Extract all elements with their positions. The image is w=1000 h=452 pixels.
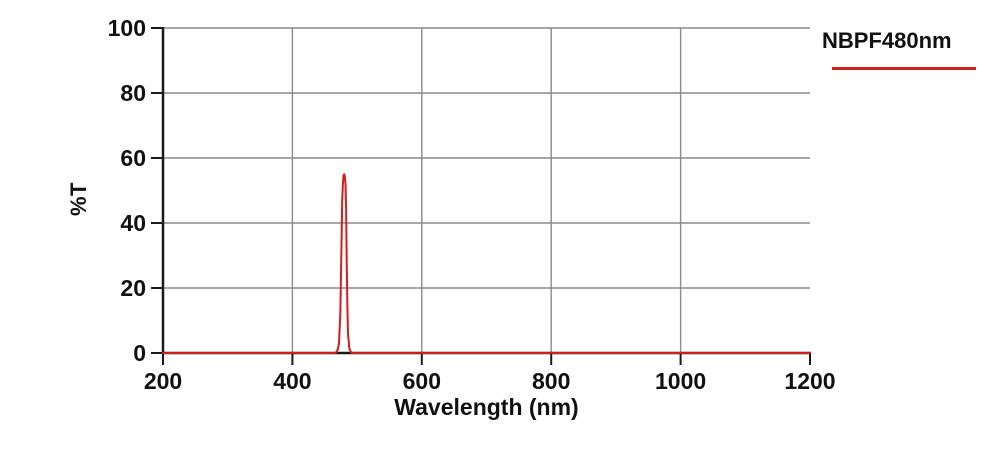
x-tick-label: 200 bbox=[144, 368, 182, 394]
y-tick-label: 0 bbox=[133, 340, 146, 366]
y-tick-label: 80 bbox=[120, 80, 146, 106]
x-tick-label: 1200 bbox=[784, 368, 835, 394]
legend-line-swatch bbox=[832, 67, 976, 70]
x-tick-label: 400 bbox=[273, 368, 311, 394]
series-line-NBPF480nm bbox=[162, 173, 811, 354]
y-tick-label: 60 bbox=[120, 145, 146, 171]
x-tick-label: 1000 bbox=[655, 368, 706, 394]
x-tick-label: 600 bbox=[403, 368, 441, 394]
x-tick-label: 800 bbox=[532, 368, 570, 394]
y-tick-label: 40 bbox=[120, 210, 146, 236]
y-axis-title: %T bbox=[66, 182, 91, 216]
x-axis-title: Wavelength (nm) bbox=[394, 394, 579, 420]
y-tick-label: 100 bbox=[108, 15, 146, 41]
legend: NBPF480nm bbox=[822, 28, 982, 70]
legend-label: NBPF480nm bbox=[822, 28, 952, 53]
y-tick-label: 20 bbox=[120, 275, 146, 301]
